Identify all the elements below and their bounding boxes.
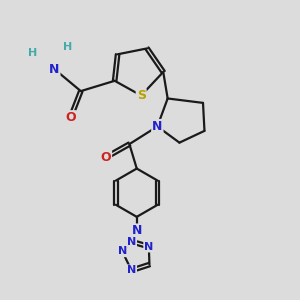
Text: N: N — [49, 62, 59, 76]
Text: N: N — [127, 237, 136, 247]
Text: O: O — [65, 111, 76, 124]
Text: S: S — [137, 89, 146, 102]
Text: N: N — [118, 246, 127, 256]
Text: N: N — [152, 120, 163, 133]
Text: N: N — [127, 266, 136, 275]
Text: O: O — [100, 151, 111, 164]
Text: N: N — [132, 224, 142, 238]
Text: H: H — [63, 42, 72, 52]
Text: H: H — [28, 48, 37, 58]
Text: N: N — [144, 242, 153, 252]
